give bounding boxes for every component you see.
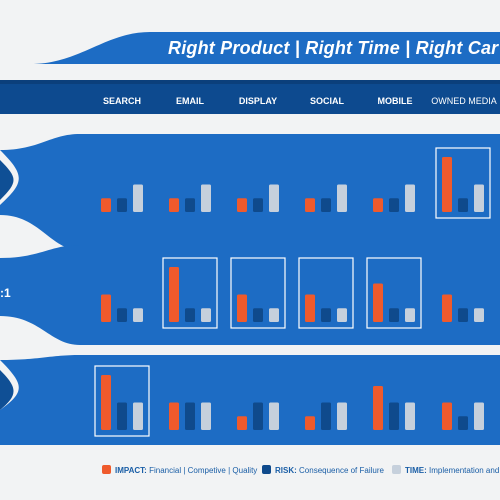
bar-row2-owned-media-impact: [442, 294, 452, 322]
bar-row3-email-time: [201, 402, 211, 430]
channel-search[interactable]: SEARCH: [102, 96, 141, 106]
legend-impact-key: IMPACT:: [115, 466, 147, 475]
bar-row1-display-impact: [237, 198, 247, 212]
bar-row3-display-impact: [237, 416, 247, 430]
channel-nav-bar-shade: [0, 80, 500, 84]
bar-row2-social-impact: [305, 294, 315, 322]
highlight-frame-row1-owned-media: [435, 147, 491, 219]
row-band-1: [0, 134, 500, 250]
legend-impact-text: Financial | Competive | Quality: [149, 466, 258, 475]
bar-row3-mobile-impact: [373, 386, 383, 430]
bar-row2-owned-media-risk: [458, 308, 468, 322]
row-band-2: [0, 245, 500, 345]
bar-row1-search-time: [133, 184, 143, 212]
legend-time-text: Implementation and: [429, 466, 500, 475]
highlight-frame-row2-email: [162, 257, 218, 329]
bar-row2-email-time: [201, 308, 211, 322]
bars-layer: [94, 147, 491, 437]
channel-social[interactable]: SOCIAL: [309, 96, 344, 106]
highlight-frame-row3-search: [94, 365, 150, 437]
bar-row3-search-risk: [117, 402, 127, 430]
title-part-1: Right Product: [168, 38, 290, 58]
bar-row1-mobile-impact: [373, 198, 383, 212]
row-band-3: [0, 355, 500, 445]
bar-row2-social-time: [337, 308, 347, 322]
bar-row1-owned-media-risk: [458, 198, 468, 212]
bar-row1-owned-media-impact: [442, 157, 452, 212]
bar-row1-mobile-risk: [389, 198, 399, 212]
bar-row1-search-impact: [101, 198, 111, 212]
bar-row3-owned-media-risk: [458, 416, 468, 430]
highlight-frame-row2-social: [298, 257, 354, 329]
bar-row2-mobile-time: [405, 308, 415, 322]
title-separator-1: |: [294, 38, 301, 58]
bar-row1-social-risk: [321, 198, 331, 212]
bar-row3-owned-media-impact: [442, 402, 452, 430]
bar-row1-email-risk: [185, 198, 195, 212]
title-ribbon: [30, 32, 500, 64]
row-band-1-shadow: [0, 160, 14, 200]
title-separator-2: |: [405, 38, 411, 58]
bar-row3-email-risk: [185, 402, 195, 430]
row-band-3-shadow: [0, 370, 14, 410]
title-part-2: Right Time: [305, 38, 400, 58]
bar-row3-social-time: [337, 402, 347, 430]
channel-mobile[interactable]: MOBILE: [377, 96, 413, 106]
bar-row2-search-impact: [101, 294, 111, 322]
legend-impact-swatch: [102, 465, 111, 474]
bar-row1-display-time: [269, 184, 279, 212]
channel-owned-media[interactable]: OWNED MEDIA: [431, 96, 497, 106]
legend-time: TIME: Implementation and: [392, 465, 499, 475]
legend-risk-text: Consequence of Failure: [299, 466, 384, 475]
bar-row2-mobile-risk: [389, 308, 399, 322]
legend-risk-swatch: [262, 465, 271, 474]
bar-row1-search-risk: [117, 198, 127, 212]
legend-time-key: TIME:: [405, 466, 427, 475]
bar-row2-search-risk: [117, 308, 127, 322]
bar-row3-owned-media-time: [474, 402, 484, 430]
legend-impact: IMPACT: Financial | Competive | Quality: [102, 465, 257, 475]
bar-row2-display-time: [269, 308, 279, 322]
channel-nav-bar: [0, 80, 500, 114]
bar-row2-social-risk: [321, 308, 331, 322]
bar-row1-email-impact: [169, 198, 179, 212]
channel-email[interactable]: EMAIL: [176, 96, 204, 106]
bar-row1-mobile-time: [405, 184, 415, 212]
highlight-frame-row2-display: [230, 257, 286, 329]
bar-row1-social-time: [337, 184, 347, 212]
bar-row2-email-impact: [169, 267, 179, 322]
bar-row2-owned-media-time: [474, 308, 484, 322]
bar-row2-mobile-impact: [373, 283, 383, 322]
legend-time-swatch: [392, 465, 401, 474]
bar-row3-display-risk: [253, 402, 263, 430]
bar-row2-email-risk: [185, 308, 195, 322]
bar-row1-owned-media-time: [474, 184, 484, 212]
bar-row2-display-impact: [237, 294, 247, 322]
highlight-frame-row2-mobile: [366, 257, 422, 329]
page-title: Right Product | Right Time | Right Car: [168, 38, 500, 59]
bar-row3-display-time: [269, 402, 279, 430]
bar-row1-display-risk: [253, 198, 263, 212]
legend-risk-key: RISK:: [275, 466, 297, 475]
bar-row3-mobile-risk: [389, 402, 399, 430]
legend-risk: RISK: Consequence of Failure: [262, 465, 384, 475]
title-part-3: Right Car: [415, 38, 499, 58]
bar-row3-search-impact: [101, 375, 111, 430]
bar-row3-mobile-time: [405, 402, 415, 430]
bar-row1-social-impact: [305, 198, 315, 212]
bar-row2-display-risk: [253, 308, 263, 322]
bar-row2-search-time: [133, 308, 143, 322]
row-label-2: :1: [0, 286, 11, 300]
bar-row3-email-impact: [169, 402, 179, 430]
bar-row3-search-time: [133, 402, 143, 430]
bar-row3-social-risk: [321, 402, 331, 430]
channel-display[interactable]: DISPLAY: [238, 96, 278, 106]
bar-row3-social-impact: [305, 416, 315, 430]
bar-row1-email-time: [201, 184, 211, 212]
